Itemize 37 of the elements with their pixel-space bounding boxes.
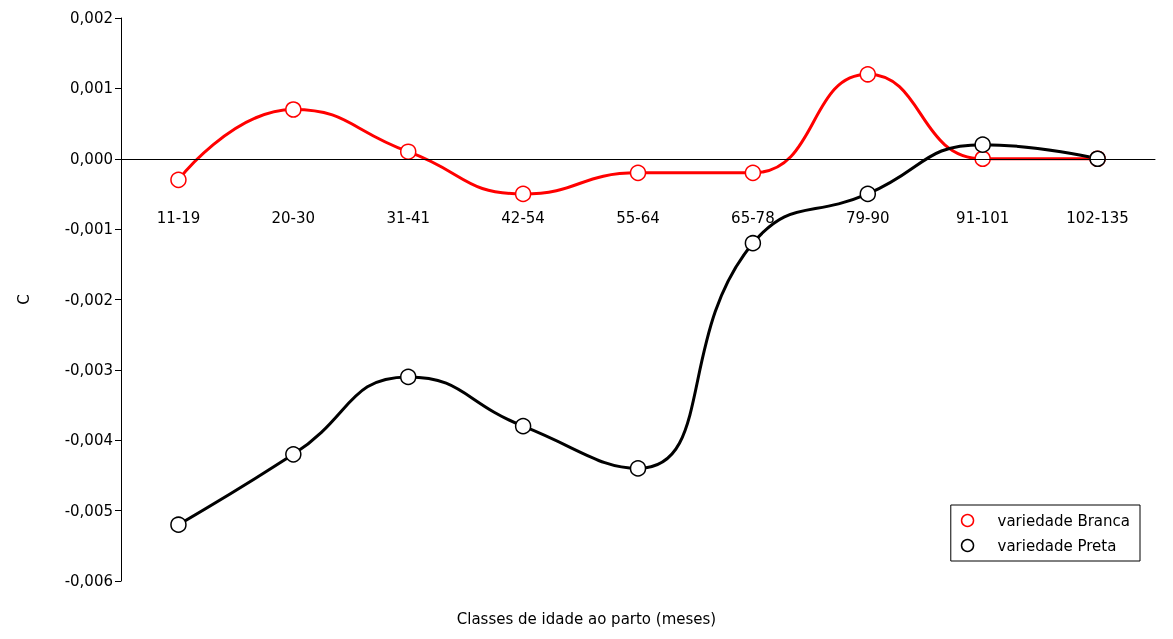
point [285, 446, 302, 463]
x-tick-label: 31-41 [386, 209, 431, 228]
legend-label: variedade Branca [997, 511, 1131, 530]
point [399, 368, 417, 386]
y-tick-label: 0,002 [70, 9, 113, 27]
x-tick-label: 42-54 [501, 209, 545, 228]
point [285, 101, 302, 118]
point [629, 460, 647, 477]
point [399, 143, 417, 160]
point [859, 185, 877, 203]
x-tick-label: 102-135 [1066, 209, 1129, 228]
y-tick-label: 0,000 [70, 149, 113, 168]
point [514, 417, 532, 435]
y-tick-label: -0,004 [64, 431, 113, 450]
point [974, 136, 991, 153]
point [629, 164, 647, 182]
x-tick-label: 91-101 [956, 209, 1010, 228]
point [170, 171, 187, 189]
legend-label: variedade Preta [997, 536, 1117, 555]
point [170, 516, 187, 533]
y-tick-label: -0,006 [64, 572, 113, 590]
x-tick-label: 20-30 [271, 209, 316, 228]
y-tick-label: -0,005 [64, 501, 113, 520]
y-tick-label: -0,003 [64, 360, 113, 379]
y-tick-label: -0,001 [64, 220, 113, 239]
point [514, 185, 532, 203]
x-tick-label: 65-78 [731, 209, 775, 228]
x-tick-label: 11-19 [156, 209, 201, 228]
x-axis-title: Classes de idade ao parto (meses) [456, 609, 717, 628]
y-tick-label: 0,001 [70, 79, 113, 98]
x-tick-label: 79-90 [845, 209, 890, 228]
point [744, 164, 762, 182]
point [859, 66, 877, 83]
x-tick-label: 55-64 [616, 209, 660, 228]
y-tick-label: -0,002 [64, 290, 113, 309]
point [744, 234, 762, 252]
y-axis-title: C [14, 294, 33, 305]
